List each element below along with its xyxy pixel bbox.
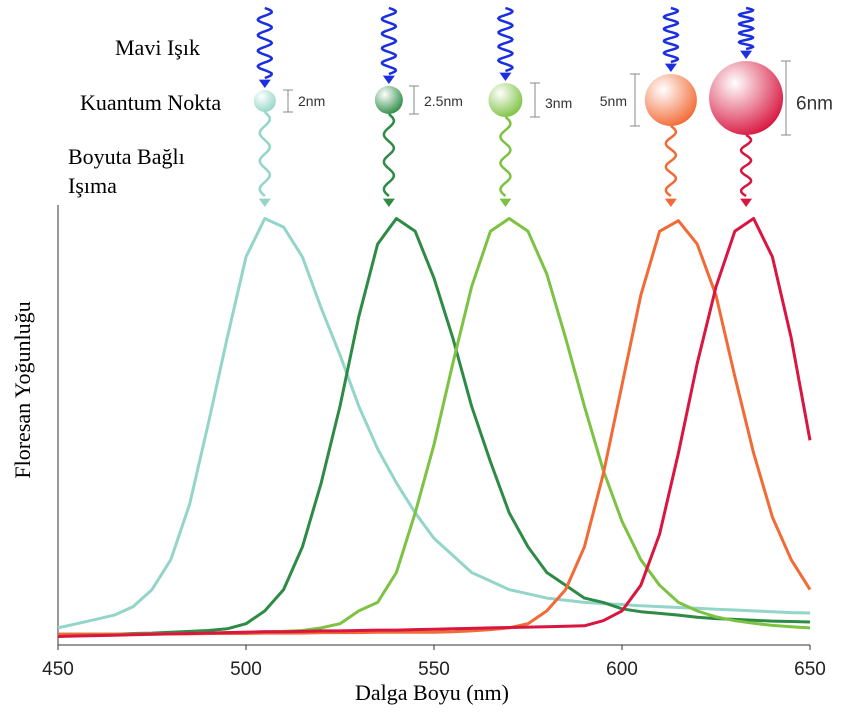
- light-wave: [664, 8, 678, 62]
- emission-wave: [666, 126, 676, 196]
- chart: Floresan Yoğunluğu Dalga Boyu (nm) Mavi …: [0, 0, 845, 715]
- arrow-head: [740, 199, 752, 207]
- size-label: 2nm: [298, 93, 325, 109]
- emission-wave: [500, 117, 510, 196]
- arrow-head: [259, 80, 271, 88]
- quantum-dot: [488, 83, 522, 117]
- size-label: 3nm: [545, 95, 572, 111]
- line-series: [58, 219, 810, 635]
- emission-wave: [384, 114, 394, 196]
- x-axis-title: Dalga Boyu (nm): [355, 680, 509, 705]
- size-bracket: [409, 86, 419, 114]
- arrow-head: [665, 64, 677, 72]
- arrow-head: [665, 199, 677, 207]
- y-axis-title: Floresan Yoğunluğu: [10, 301, 35, 478]
- x-tick-label: 600: [606, 659, 638, 680]
- quantum-dot: [645, 74, 697, 126]
- annotation: Kuantum Nokta: [80, 90, 221, 115]
- size-label: 5nm: [600, 93, 627, 109]
- x-tick-label: 500: [230, 659, 262, 680]
- size-bracket: [630, 74, 640, 126]
- annotation: Boyuta Bağlı: [68, 144, 185, 169]
- x-tick-label: 450: [42, 659, 74, 680]
- emission-wave: [741, 135, 751, 196]
- x-tick-label: 550: [418, 659, 450, 680]
- light-wave: [498, 8, 512, 71]
- size-bracket: [283, 90, 293, 112]
- light-wave: [382, 8, 396, 74]
- emission-wave: [260, 112, 270, 196]
- light-wave: [258, 8, 272, 78]
- size-label: 6nm: [796, 94, 833, 115]
- arrow-head: [383, 199, 395, 207]
- arrow-head: [259, 199, 271, 207]
- quantum-dot: [254, 90, 276, 112]
- arrow-head: [499, 199, 511, 207]
- light-wave: [739, 8, 753, 49]
- arrow-head: [499, 73, 511, 81]
- size-bracket: [530, 83, 540, 117]
- arrow-head: [383, 76, 395, 84]
- quantum-dot: [375, 86, 403, 114]
- annotation: Mavi Işık: [115, 35, 200, 60]
- quantum-dot: [709, 61, 783, 135]
- size-label: 2.5nm: [424, 93, 463, 109]
- arrow-head: [740, 51, 752, 59]
- annotation: Işıma: [68, 173, 117, 198]
- x-tick-label: 650: [794, 659, 826, 680]
